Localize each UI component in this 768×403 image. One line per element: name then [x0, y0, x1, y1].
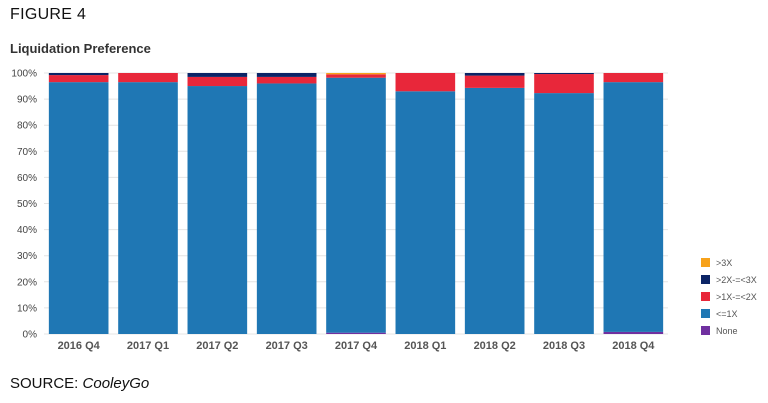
y-tick-label: 20%	[17, 277, 37, 288]
bar-stack	[118, 73, 178, 334]
legend-label: <=1X	[716, 309, 738, 319]
bar-stack	[48, 73, 109, 334]
bar-segment	[395, 91, 456, 335]
x-tick-label: 2018 Q2	[474, 340, 516, 352]
bar-segment	[603, 82, 664, 332]
bar-stack	[326, 73, 386, 334]
x-tick-label: 2017 Q2	[196, 340, 238, 352]
bar-segment	[48, 75, 109, 83]
x-tick-label: 2018 Q4	[612, 340, 655, 352]
x-tick-label: 2017 Q4	[335, 340, 378, 352]
bar-stack	[395, 73, 456, 335]
legend-label: >2X-=<3X	[716, 275, 757, 285]
bar-stack	[603, 73, 664, 334]
bar-segment	[464, 87, 525, 334]
bar-segment	[534, 74, 594, 94]
bar-segment	[187, 76, 248, 87]
x-tick-label: 2018 Q1	[404, 340, 446, 352]
bar-segment	[256, 73, 317, 77]
legend-swatch	[701, 309, 710, 318]
legend: >3X >2X-=<3X >1X-=<2X <=1X None	[701, 258, 757, 336]
bar-segment	[395, 73, 456, 92]
y-tick-label: 50%	[17, 199, 37, 210]
y-tick-label: 10%	[17, 303, 37, 314]
bar-segment	[326, 73, 386, 75]
bar-segment	[256, 76, 317, 84]
y-tick-label: 70%	[17, 147, 37, 158]
bar-segment	[256, 83, 317, 334]
y-tick-label: 60%	[17, 173, 37, 184]
y-tick-label: 80%	[17, 121, 37, 132]
bar-segment	[48, 73, 109, 76]
legend-label: None	[716, 326, 738, 336]
legend-swatch	[701, 292, 710, 301]
bar-segment	[534, 93, 594, 334]
bar-segment	[464, 75, 525, 88]
bar-stack	[187, 73, 248, 334]
y-tick-label: 90%	[17, 95, 37, 106]
bar-stack	[256, 73, 317, 334]
figure-label: FIGURE 4	[10, 6, 87, 23]
x-axis: 2016 Q4 2017 Q1 2017 Q2 2017 Q3 2017 Q4 2018 …	[58, 340, 656, 352]
chart-title: Liquidation Preference	[10, 41, 151, 56]
x-tick-label: 2017 Q3	[266, 340, 308, 352]
legend-swatch	[701, 326, 710, 335]
bar-segment	[48, 82, 109, 334]
y-tick-label: 30%	[17, 251, 37, 262]
legend-swatch	[701, 258, 710, 267]
bar-segment	[326, 77, 386, 333]
bar-segment	[603, 331, 664, 334]
source-prefix: SOURCE:	[10, 375, 83, 392]
bar-segment	[603, 73, 664, 83]
bar-segment	[326, 74, 386, 78]
y-tick-label: 40%	[17, 225, 37, 236]
legend-label: >1X-=<2X	[716, 292, 757, 302]
y-tick-label: 0%	[23, 330, 38, 341]
bar-segment	[187, 86, 248, 334]
bar-segment	[118, 82, 178, 334]
y-axis: 0% 10% 20% 30% 40% 50% 60% 70% 80% 90% 100%	[11, 69, 37, 341]
bar-stack	[464, 73, 525, 334]
bar-segment	[464, 73, 525, 76]
bar-segment	[326, 332, 386, 334]
x-tick-label: 2016 Q4	[58, 340, 101, 352]
bar-segment	[118, 73, 178, 83]
bar-segment	[534, 73, 594, 75]
bars	[48, 73, 664, 335]
source-note: SOURCE: CooleyGo	[10, 375, 149, 392]
source-name: CooleyGo	[82, 375, 150, 392]
bar-segment	[187, 73, 248, 77]
y-tick-label: 100%	[11, 69, 37, 80]
bar-stack	[534, 73, 594, 334]
legend-swatch	[701, 275, 710, 284]
legend-label: >3X	[716, 258, 732, 268]
x-tick-label: 2017 Q1	[127, 340, 169, 352]
x-tick-label: 2018 Q3	[543, 340, 585, 352]
